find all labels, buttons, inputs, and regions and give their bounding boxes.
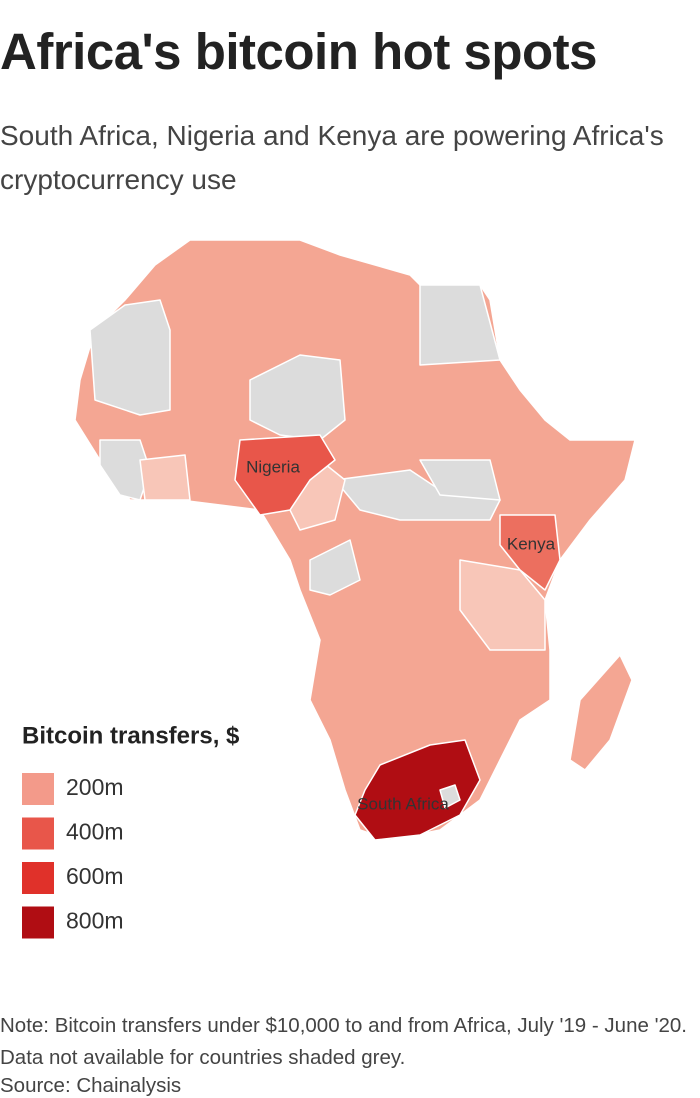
legend-label: 800m bbox=[66, 908, 124, 934]
title: Africa's bitcoin hot spots bbox=[0, 23, 598, 80]
country-south-africa bbox=[354, 739, 481, 841]
countries bbox=[74, 239, 636, 841]
country-grey bbox=[99, 439, 151, 501]
country-grey bbox=[334, 469, 501, 521]
legend-label: 600m bbox=[66, 863, 124, 889]
country-label: Nigeria bbox=[246, 457, 300, 476]
country-grey bbox=[249, 354, 346, 441]
country-label: South Africa bbox=[357, 794, 449, 813]
legend-title: Bitcoin transfers, $ bbox=[22, 722, 240, 749]
legend-swatch bbox=[22, 773, 54, 805]
country-kenya bbox=[499, 514, 561, 591]
map: Nigeria Kenya South Africa Bitcoin trans… bbox=[22, 239, 636, 939]
note: Note: Bitcoin transfers under $10,000 to… bbox=[0, 1014, 687, 1069]
country-grey bbox=[309, 539, 361, 596]
country-label: Kenya bbox=[507, 534, 556, 553]
source: Source: Chainalysis bbox=[0, 1074, 182, 1097]
legend: 200m 400m 600m 800m bbox=[22, 773, 124, 939]
country-light bbox=[139, 454, 191, 501]
legend-label: 400m bbox=[66, 819, 124, 845]
legend-swatch bbox=[22, 817, 54, 850]
country-grey bbox=[419, 459, 501, 501]
legend-swatch bbox=[22, 862, 54, 894]
country-madagascar bbox=[569, 654, 633, 771]
country-grey bbox=[419, 284, 501, 366]
legend-swatch bbox=[22, 906, 54, 939]
subtitle: South Africa, Nigeria and Kenya are powe… bbox=[0, 120, 664, 195]
country-grey bbox=[439, 784, 461, 809]
country-nigeria bbox=[234, 434, 336, 516]
legend-label: 200m bbox=[66, 774, 124, 800]
country-grey bbox=[89, 299, 171, 416]
